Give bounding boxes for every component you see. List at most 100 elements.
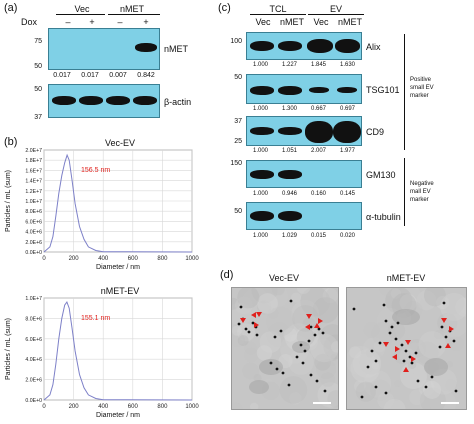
x-tick-label: 200 <box>69 256 80 262</box>
em-texture <box>231 325 243 336</box>
em-texture <box>288 349 314 375</box>
em-image-nmet <box>346 287 467 410</box>
vesicle <box>392 309 420 325</box>
band <box>333 121 361 143</box>
header-underline-tcl <box>250 14 306 15</box>
em-texture <box>444 342 467 369</box>
group-label-negative: Negative mall EV marker <box>410 181 434 203</box>
distribution-line <box>43 301 193 401</box>
em-texture <box>420 289 431 301</box>
lane-label: Vec <box>313 17 329 27</box>
y-tick-label: 8.0E+6 <box>25 316 42 322</box>
em-texture <box>242 362 259 380</box>
em-texture <box>238 338 245 345</box>
em-texture <box>443 354 467 385</box>
em-texture <box>251 287 278 304</box>
quant-value: 1.000 <box>252 106 268 112</box>
em-title-nmet: nMET-EV <box>386 273 426 283</box>
band <box>305 121 333 143</box>
size-distribution-chart-vec: 2.0E+7 1.8E+7 1.6E+7 1.4E+7 1.2E+7 1.0E+7 8.0E… <box>5 148 199 271</box>
em-image-vec <box>231 287 339 410</box>
gold-particle <box>430 375 434 379</box>
quant-value: 0.667 <box>310 106 326 112</box>
x-tick-label: 800 <box>157 404 168 410</box>
em-texture <box>429 390 457 410</box>
em-texture <box>411 370 428 386</box>
em-texture <box>292 305 319 332</box>
x-tick-label: 600 <box>128 404 139 410</box>
actin-blot <box>48 84 160 118</box>
gold-particle <box>374 359 378 363</box>
quant-value: 1.000 <box>252 62 268 68</box>
em-texture <box>231 332 245 348</box>
em-texture <box>446 361 453 368</box>
gold-particle <box>303 349 307 353</box>
em-texture <box>434 329 444 340</box>
em-texture <box>409 389 425 406</box>
em-texture <box>370 379 391 401</box>
x-tick-label: 400 <box>98 256 109 262</box>
group-bracket-negative <box>404 158 405 226</box>
em-texture <box>349 346 362 359</box>
nmet-blot <box>48 28 160 70</box>
quant-value: 1.977 <box>339 148 355 154</box>
mw-marker: 75 <box>34 38 42 45</box>
em-texture <box>328 357 337 367</box>
em-frame <box>231 287 339 410</box>
gold-particle <box>251 321 255 325</box>
em-texture <box>346 345 376 376</box>
gold-particle <box>410 361 414 365</box>
quant-value: 0.017 <box>53 72 71 79</box>
mw-marker: 50 <box>34 86 42 93</box>
tubulin-blot <box>246 202 362 230</box>
gold-particle <box>416 379 420 383</box>
band <box>278 127 302 135</box>
quant-value: 0.946 <box>281 191 297 197</box>
y-tick-label: 1.4E+7 <box>25 179 42 185</box>
em-texture <box>371 321 396 346</box>
gold-particle <box>309 325 313 329</box>
gold-particle <box>315 379 319 383</box>
arrowhead <box>251 312 256 318</box>
gold-particle <box>438 345 442 349</box>
panel-d-label: (d) <box>220 269 234 281</box>
gold-particle <box>323 389 327 393</box>
em-texture <box>291 292 302 303</box>
gold-particle <box>360 395 364 399</box>
em-texture <box>407 339 427 359</box>
em-texture <box>300 287 331 317</box>
em-texture <box>371 361 380 370</box>
em-texture <box>399 294 417 312</box>
chart-title-nmet: nMET-EV <box>100 286 140 296</box>
band <box>278 41 302 51</box>
gold-particle <box>424 385 428 389</box>
band <box>250 211 274 221</box>
y-tick-label: 6.0E+6 <box>25 219 42 225</box>
gold-particle <box>255 333 259 337</box>
y-tick-label: 4.0E+6 <box>25 230 42 236</box>
gold-particle <box>384 391 388 395</box>
band <box>337 87 357 93</box>
arrowhead <box>405 340 411 345</box>
em-background <box>346 287 467 410</box>
mw-marker: 150 <box>230 160 242 167</box>
panel-b-label: (b) <box>4 136 18 148</box>
em-texture <box>423 287 446 307</box>
x-tick-label: 800 <box>157 256 168 262</box>
arrowhead <box>240 318 246 323</box>
actin-band <box>133 96 157 105</box>
gold-particle <box>317 327 321 331</box>
arrowhead <box>254 322 259 328</box>
band <box>278 170 302 179</box>
gold-particle <box>366 365 370 369</box>
em-texture <box>419 387 446 410</box>
lane-label: nMET <box>337 17 362 27</box>
gold-particle <box>440 325 444 329</box>
em-texture <box>291 299 320 328</box>
y-tick-label: 1.2E+7 <box>25 189 42 195</box>
em-texture <box>257 293 278 314</box>
em-texture <box>373 340 386 353</box>
mw-marker: 50 <box>234 208 242 215</box>
protein-label: CD9 <box>366 127 385 137</box>
distribution-line <box>43 153 193 253</box>
